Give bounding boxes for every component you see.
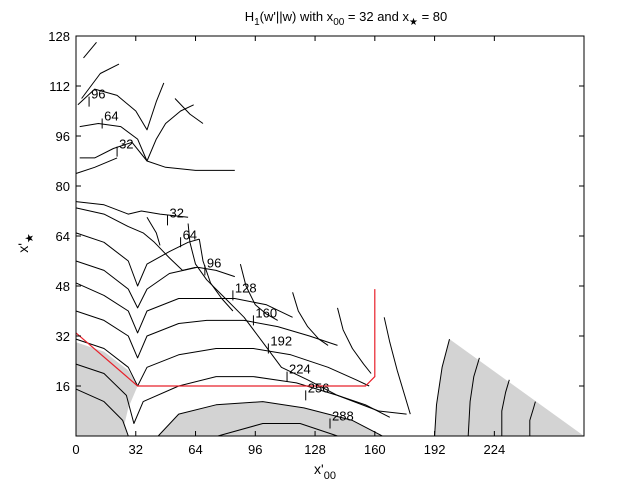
y-axis: 16 32 48 64 80 96 112 128 <box>48 29 584 394</box>
contour-line-26 <box>434 338 450 437</box>
title-part-1: H <box>245 9 254 24</box>
contour-label-6: 96 <box>207 255 221 270</box>
contour-line-23 <box>75 388 129 437</box>
title-part-2: (w'||w) with x <box>260 9 334 24</box>
title-part-4: = 80 <box>418 9 447 24</box>
x-tick-label-6: 160 <box>364 442 386 457</box>
contour-line-13 <box>198 239 234 312</box>
contour-line-15 <box>239 263 278 321</box>
x-tick-label-1: 0 <box>72 442 79 457</box>
y-tick-label-5: 80 <box>56 179 70 194</box>
contour-line-28 <box>501 379 510 436</box>
contour-label-2: 64 <box>104 109 118 124</box>
x-tick-label-3: 64 <box>188 442 202 457</box>
contour-label-1: 96 <box>91 87 105 102</box>
contour-label-3: 32 <box>119 137 133 152</box>
shaded-region-3 <box>434 339 584 436</box>
x-axis: 0 32 64 96 128 160 192 224 <box>72 36 505 457</box>
y-axis-label: x'★ <box>15 233 36 253</box>
contour-line-21 <box>383 317 411 415</box>
x-tick-label-2: 32 <box>129 442 143 457</box>
contour-label-10: 224 <box>289 362 311 377</box>
x-tick-label-7: 192 <box>424 442 446 457</box>
contour-label-8: 160 <box>255 305 277 320</box>
y-tick-label-2: 32 <box>56 329 70 344</box>
shaded-region-1 <box>76 342 138 436</box>
red-path <box>75 289 376 387</box>
contour-line-29 <box>529 401 536 436</box>
y-axis-label-sub: ★ <box>24 233 36 243</box>
title-sub-1: 1 <box>254 17 260 28</box>
contour-line-19 <box>337 307 372 374</box>
contour-line-3 <box>77 82 165 131</box>
contour-line-22 <box>75 363 407 424</box>
contour-lines <box>75 41 536 437</box>
contour-line-1 <box>83 41 97 59</box>
x-tick-label-5: 128 <box>304 442 326 457</box>
title-part-3: = 32 and x <box>344 9 409 24</box>
contour-line-24 <box>157 401 383 437</box>
contour-line-8 <box>75 201 189 218</box>
contour-line-2 <box>81 63 120 99</box>
y-axis-label-main: x' <box>15 243 31 253</box>
contour-line-20 <box>75 338 370 387</box>
y-tick-label-6: 96 <box>56 129 70 144</box>
y-tick-label-7: 112 <box>49 79 70 94</box>
contour-line-12 <box>75 232 200 287</box>
y-tick-label-3: 48 <box>56 279 70 294</box>
contour-line-7 <box>174 98 204 124</box>
contour-line-27 <box>467 357 480 437</box>
red-path-line <box>75 289 376 387</box>
contour-line-16 <box>75 282 293 334</box>
shaded-region-2 <box>158 401 383 436</box>
x-axis-label-main: x' <box>314 461 324 477</box>
x-tick-label-4: 96 <box>248 442 262 457</box>
x-axis-label: x'00 <box>314 461 336 482</box>
contour-label-11: 256 <box>308 380 330 395</box>
contour-label-7: 128 <box>235 280 257 295</box>
title-sub-2: 00 <box>333 17 345 28</box>
y-tick-label-1: 16 <box>56 379 70 394</box>
contour-line-10 <box>146 217 161 246</box>
y-tick-label-8: 128 <box>48 29 70 44</box>
contour-line-17 <box>292 292 329 346</box>
chart-title: H1(w'||w) with x00 = 32 and x★ = 80 <box>245 9 448 28</box>
contour-label-9: 192 <box>270 334 292 349</box>
contour-line-18 <box>75 310 338 359</box>
contour-line-9 <box>75 207 196 271</box>
shaded-regions <box>76 339 584 436</box>
contour-label-5: 64 <box>183 227 197 242</box>
contour-line-5 <box>79 141 235 171</box>
contour-line-6 <box>75 157 118 174</box>
contour-line-25 <box>217 423 338 437</box>
x-axis-label-sub: 00 <box>324 470 336 482</box>
contour-line-14 <box>75 260 235 309</box>
contour-label-12: 288 <box>332 409 354 424</box>
title-sub-3: ★ <box>409 17 418 28</box>
x-tick-label-8: 224 <box>484 442 506 457</box>
contour-label-4: 32 <box>170 205 184 220</box>
y-tick-label-4: 64 <box>56 229 70 244</box>
